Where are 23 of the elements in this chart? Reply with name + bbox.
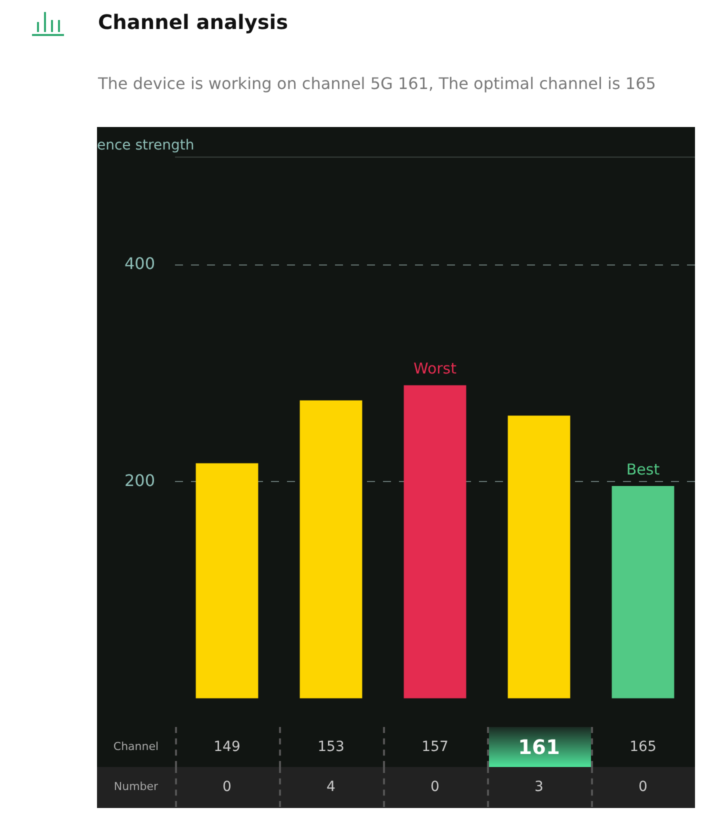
text: 3 [534, 778, 544, 797]
chart-subtitle: The device is working on channel 5G 161, The optimal channel is 165 [98, 74, 656, 93]
text: 0 [430, 778, 440, 797]
text: Number [112, 779, 160, 795]
y-tick-label: 400 [124, 254, 155, 274]
annotation: Worst [414, 360, 457, 378]
y-axis-title: ence strength [97, 138, 194, 154]
annotation: Best [626, 460, 660, 478]
x-axis-title: Channel [112, 739, 160, 755]
x-tick-label: 149 [212, 738, 242, 757]
bar [508, 416, 570, 698]
bar [196, 463, 258, 698]
y-tick-label: 200 [124, 470, 155, 490]
text: 0 [222, 778, 232, 797]
x-tick-label: 153 [316, 738, 346, 757]
bar [300, 400, 362, 698]
text: 0 [638, 778, 648, 797]
x-tick-label: 165 [628, 738, 658, 757]
chart-title: Channel analysis [98, 10, 288, 34]
bar [612, 486, 674, 698]
x-tick-label: 157 [420, 738, 450, 757]
text: 4 [326, 778, 336, 797]
bar [404, 385, 466, 698]
